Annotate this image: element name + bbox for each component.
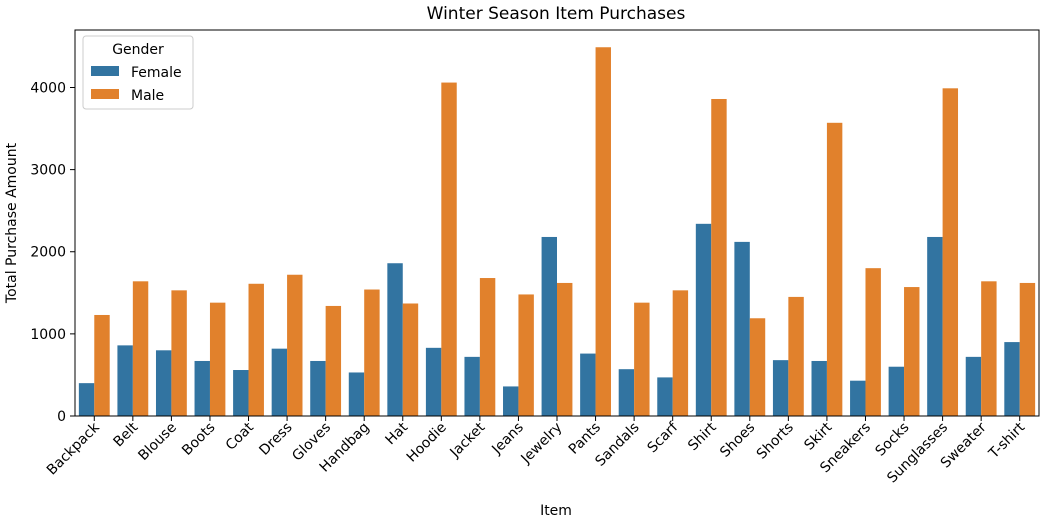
bar-sunglasses-male — [942, 88, 959, 416]
bar-jeans-female — [503, 386, 519, 416]
bar-boots-female — [194, 360, 210, 416]
x-tick-label-jacket: Jacket — [447, 419, 489, 461]
bar-belt-female — [117, 345, 133, 416]
legend: Gender Female Male — [82, 35, 194, 110]
bar-jacket-female — [464, 356, 480, 416]
bars-layer — [78, 47, 1036, 417]
legend-title: Gender — [112, 42, 164, 58]
x-tick-label-hoodie: Hoodie — [404, 420, 450, 466]
x-axis-label: Item — [540, 503, 572, 519]
y-tick-label: 3000 — [30, 163, 66, 179]
bar-dress-female — [271, 348, 288, 416]
x-tick-label-shorts: Shorts — [754, 420, 797, 463]
x-tick-label-shoes: Shoes — [717, 420, 758, 461]
bar-coat-female — [233, 370, 249, 416]
x-tick-label-boots: Boots — [179, 420, 218, 459]
bar-shorts-male — [788, 296, 804, 416]
bar-gloves-male — [325, 305, 342, 416]
y-tick-label: 2000 — [30, 245, 66, 261]
bar-hoodie-female — [425, 347, 442, 416]
legend-label-female: Female — [131, 65, 182, 81]
bar-t-shirt-female — [1004, 342, 1020, 416]
bar-blouse-female — [155, 350, 172, 416]
bar-sweater-male — [981, 281, 997, 416]
x-tick-label-backpack: Backpack — [44, 419, 104, 479]
x-tick-label-scarf: Scarf — [644, 419, 681, 456]
x-tick-label-jewelry: Jewelry — [518, 420, 566, 468]
bar-shirt-male — [711, 98, 727, 417]
bar-pants-female — [580, 353, 596, 416]
bar-jewelry-female — [541, 236, 557, 416]
bar-gloves-female — [310, 360, 326, 416]
chart-title: Winter Season Item Purchases — [427, 4, 686, 24]
legend-swatch-female — [91, 66, 119, 76]
bar-skirt-female — [811, 360, 827, 416]
y-tick-label: 0 — [57, 409, 66, 425]
bar-jeans-male — [518, 294, 534, 416]
bar-sneakers-female — [850, 380, 866, 416]
bar-shoes-male — [749, 318, 766, 416]
bar-skirt-male — [826, 122, 843, 417]
x-tick-label-blouse: Blouse — [135, 420, 179, 464]
bar-sunglasses-female — [927, 236, 943, 416]
legend-swatch-male — [91, 89, 119, 99]
bar-t-shirt-male — [1019, 282, 1036, 416]
y-axis: 0 1000 2000 3000 4000 — [30, 80, 75, 425]
bar-boots-male — [209, 302, 226, 416]
x-tick-label-shirt: Shirt — [685, 419, 720, 454]
bar-belt-male — [132, 281, 149, 416]
bar-hat-female — [387, 263, 403, 416]
bar-shorts-female — [772, 360, 789, 416]
bar-socks-female — [888, 366, 905, 416]
bar-jacket-male — [479, 278, 496, 416]
y-axis-label: Total Purchase Amount — [4, 142, 20, 304]
bar-backpack-female — [78, 383, 95, 416]
bar-dress-male — [287, 274, 303, 416]
x-tick-label-skirt: Skirt — [801, 419, 835, 453]
bar-backpack-male — [94, 314, 110, 416]
bar-sandals-female — [618, 369, 635, 416]
bar-sandals-male — [634, 302, 650, 416]
bar-sweater-female — [965, 356, 982, 416]
x-tick-label-belt: Belt — [110, 419, 141, 450]
x-tick-label-hat: Hat — [383, 419, 412, 448]
bar-handbag-female — [348, 372, 365, 416]
bar-jewelry-male — [557, 282, 573, 416]
bar-scarf-female — [657, 377, 673, 416]
y-tick-label: 4000 — [30, 80, 66, 96]
bar-shoes-female — [734, 241, 750, 416]
x-tick-label-t-shirt: T-shirt — [985, 419, 1028, 462]
bar-hat-male — [402, 303, 419, 416]
bar-coat-male — [248, 283, 264, 416]
bar-handbag-male — [364, 289, 380, 416]
x-tick-label-coat: Coat — [223, 419, 258, 454]
bar-hoodie-male — [441, 82, 457, 416]
y-tick-label: 1000 — [30, 327, 66, 343]
bar-shirt-female — [695, 223, 712, 416]
bar-scarf-male — [672, 290, 689, 416]
bar-pants-male — [595, 47, 611, 416]
legend-label-male: Male — [131, 88, 164, 104]
bar-sneakers-male — [865, 268, 881, 416]
bar-socks-male — [904, 287, 920, 416]
bar-blouse-male — [171, 290, 187, 416]
